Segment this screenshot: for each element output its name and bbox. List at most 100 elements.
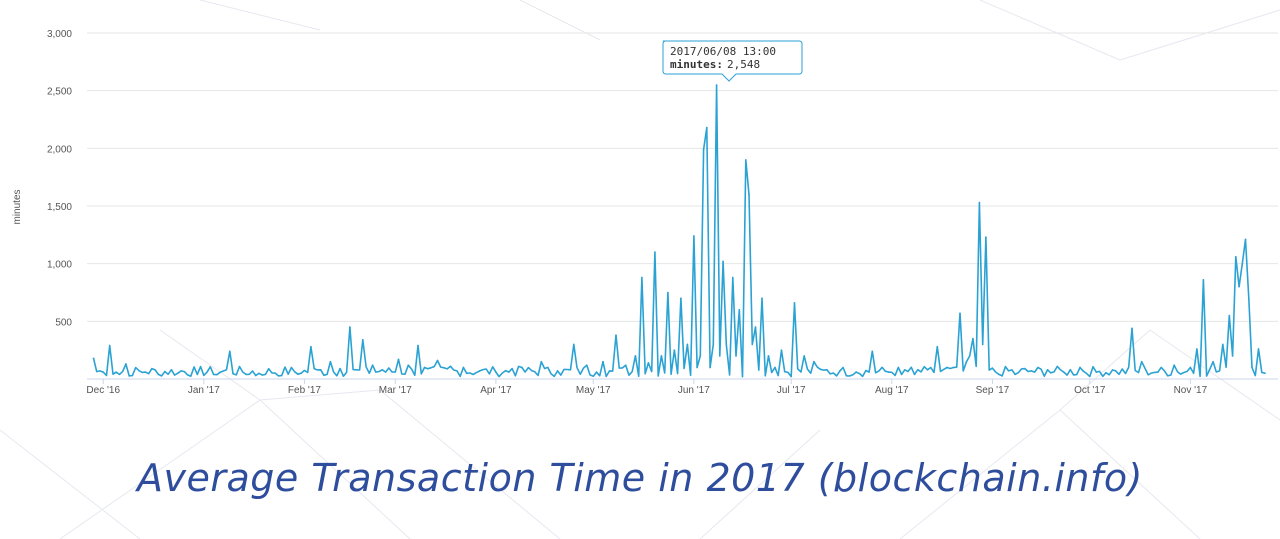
data-point [157,373,160,376]
data-point [826,368,828,371]
data-point [767,355,770,357]
data-point [1196,348,1198,350]
data-point [608,370,611,372]
data-point [709,366,711,369]
data-point [968,355,971,357]
data-point [118,373,121,376]
y-axis: 500 1,000 1,500 2,000 2,500 3,000 [47,29,72,328]
data-point [719,355,721,357]
tooltip-date: 2017/06/08 13:00 [670,45,776,58]
data-point [1202,279,1205,281]
data-point [1241,262,1244,265]
data-point [1228,314,1231,317]
data-point [715,84,718,86]
data-point [696,366,698,369]
data-point [965,360,968,363]
data-point [521,366,523,369]
data-point [712,343,715,346]
data-point [423,366,426,369]
x-tick-label: Nov '17 [1174,385,1208,396]
data-point [556,370,559,372]
data-point [264,373,267,376]
data-point [1238,285,1240,288]
data-point [1235,255,1237,258]
data-point [436,359,439,362]
data-point [108,344,111,347]
data-point [319,368,322,371]
data-point [125,363,127,365]
data-point [1222,343,1224,346]
data-point [981,343,984,346]
tooltip-value: 2,548 [727,58,760,71]
data-point [887,371,890,373]
data-point [245,373,247,376]
data-point [1046,368,1049,371]
y-tick-label: 2,500 [47,87,72,98]
x-tick-label: Jul '17 [777,385,806,396]
data-point [839,370,841,372]
chart-caption: Average Transaction Time in 2017 (blockc… [137,456,1143,500]
x-tick-label: Dec '16 [86,385,120,396]
data-point [706,126,708,129]
data-point [1251,366,1253,369]
data-point [667,291,669,294]
data-point [751,343,754,346]
data-point [540,360,543,363]
data-point [102,371,105,373]
data-point [1247,297,1250,300]
data-point [926,368,929,371]
data-point [417,344,419,347]
data-point [748,193,750,196]
data-point [495,371,497,373]
data-point [699,355,702,357]
line-chart: 500 1,000 1,500 2,000 2,500 3,000 minutes Dec… [12,29,1278,396]
data-point [1114,370,1117,372]
data-point [660,355,663,357]
x-tick-label: Jun '17 [678,385,710,396]
data-point [1079,366,1081,369]
data-point [1063,371,1065,373]
data-point [254,374,257,377]
x-tick-label: Feb '17 [288,385,321,396]
data-point [725,343,728,346]
data-point [572,343,575,346]
series-line-minutes [92,84,1266,378]
data-point [654,251,656,253]
y-tick-label: 500 [55,317,72,328]
data-point [1212,360,1214,363]
data-point [228,350,231,353]
data-point [362,338,364,341]
data-point [349,326,351,328]
data-point [300,372,302,375]
data-point [761,297,763,300]
data-point [280,374,283,377]
data-point [774,366,776,369]
data-point [1244,238,1247,241]
data-point [1173,364,1175,366]
data-point [855,371,857,373]
data-point [1189,366,1192,369]
data-point [1095,371,1098,373]
data-point [511,367,513,370]
data-point [449,365,452,368]
y-tick-label: 1,000 [47,260,72,271]
x-tick-label: Oct '17 [1074,385,1106,396]
data-point [1231,355,1234,357]
data-point [744,159,747,161]
data-point [735,355,737,357]
data-point [900,373,903,376]
x-tick-label: Mar '17 [379,385,412,396]
y-tick-label: 2,000 [47,144,72,155]
data-point [1030,370,1033,372]
data-point [1140,360,1143,363]
data-point [177,372,179,375]
data-point [673,349,676,351]
data-point [144,371,147,373]
data-point [732,276,734,279]
data-point [693,235,695,237]
gridlines [87,32,1278,322]
data-point [92,357,95,360]
data-point [1014,373,1016,376]
data-point [780,349,783,351]
